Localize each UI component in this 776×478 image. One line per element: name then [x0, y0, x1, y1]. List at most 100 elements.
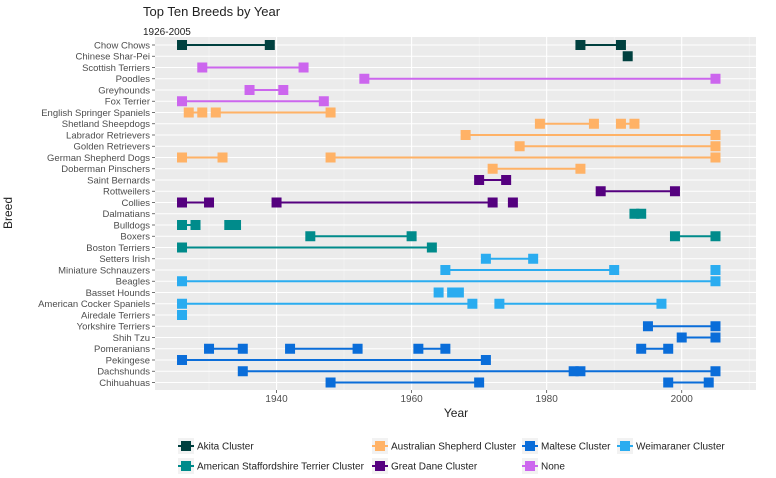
- segment-start-marker: [183, 107, 194, 118]
- segment-start-marker: [575, 366, 586, 377]
- segment-start-marker: [244, 85, 255, 95]
- segment-start-marker: [629, 208, 640, 219]
- segment-start-marker: [494, 298, 505, 309]
- segment-end-marker: [217, 152, 228, 163]
- segment-start-marker: [237, 366, 248, 377]
- legend-key-marker: [375, 441, 385, 451]
- segment-start-marker: [177, 355, 188, 365]
- segment-end-marker: [656, 298, 667, 309]
- segment-end-marker: [568, 366, 579, 377]
- segment-start-marker: [710, 265, 721, 275]
- y-tick-label: Shetland Sheepdogs: [62, 119, 150, 130]
- segment-start-marker: [197, 62, 208, 73]
- segment-start-marker: [636, 343, 647, 354]
- segment-end-marker: [663, 343, 674, 354]
- segment-start-marker: [642, 321, 653, 332]
- segment-start-marker: [474, 175, 485, 185]
- segment-end-marker: [501, 175, 512, 185]
- legend-key-marker: [525, 461, 535, 471]
- y-tick-label: Miniature Schnauzers: [58, 265, 150, 276]
- y-tick-label: Chinese Shar-Pei: [76, 52, 150, 63]
- y-tick-label: Boxers: [120, 232, 150, 243]
- legend-label: None: [541, 462, 565, 473]
- x-tick-label: 1960: [400, 394, 423, 405]
- legend-key-marker: [181, 441, 191, 451]
- segment-start-marker: [305, 231, 316, 242]
- segment-start-marker: [433, 287, 444, 298]
- segment-start-marker: [507, 197, 518, 208]
- segment-end-marker: [710, 366, 721, 377]
- segment-start-marker: [177, 276, 188, 287]
- segment-end-marker: [710, 321, 721, 332]
- x-tick-label: 2000: [671, 394, 694, 405]
- segment-start-marker: [325, 152, 336, 163]
- segment-start-marker: [595, 186, 606, 197]
- segment-start-marker: [177, 220, 188, 230]
- segment-start-marker: [480, 253, 491, 264]
- legend-label: Maltese Cluster: [541, 442, 611, 453]
- segment-start-marker: [575, 40, 586, 50]
- y-tick-label: Boston Terriers: [86, 243, 150, 254]
- segment-start-marker: [534, 118, 545, 129]
- segment-start-marker: [460, 130, 471, 140]
- segment-end-marker: [629, 118, 640, 129]
- segment-end-marker: [406, 231, 417, 242]
- segment-end-marker: [325, 107, 336, 118]
- data-marks: [177, 40, 721, 388]
- segment-end-marker: [710, 152, 721, 163]
- segment-start-marker: [447, 287, 458, 298]
- segment-start-marker: [669, 231, 680, 242]
- segment-end-marker: [710, 73, 721, 84]
- legend: Akita Cluster American Staffordshire Terr…: [178, 438, 725, 474]
- segment-start-marker: [514, 141, 525, 152]
- y-axis-title: Breed: [1, 197, 15, 229]
- legend-key-marker: [620, 441, 630, 451]
- segment-end-marker: [197, 107, 208, 118]
- y-tick-label: Pekingese: [106, 355, 150, 366]
- y-tick-label: Greyhounds: [98, 85, 150, 96]
- segment-end-marker: [487, 197, 498, 208]
- y-tick-label: Airedale Terriers: [81, 310, 150, 321]
- segment-end-marker: [474, 377, 485, 388]
- segment-end-marker: [669, 186, 680, 197]
- legend-key-marker: [525, 441, 535, 451]
- segment-start-marker: [622, 51, 633, 62]
- x-axis-tick-labels: 1940 1960 1980 2000: [265, 390, 693, 405]
- segment-end-marker: [588, 118, 599, 129]
- segment-end-marker: [703, 377, 714, 388]
- y-tick-label: Yorkshire Terriers: [77, 322, 151, 333]
- segment-end-marker: [528, 253, 539, 264]
- x-axis-title: Year: [444, 406, 468, 420]
- segment-start-marker: [177, 310, 188, 320]
- segment-end-marker: [710, 332, 721, 343]
- segment-start-marker: [413, 343, 424, 354]
- y-tick-label: German Shepherd Dogs: [47, 153, 150, 164]
- y-tick-label: Dalmatians: [102, 209, 150, 220]
- segment-end-marker: [264, 40, 275, 50]
- segment-end-marker: [231, 220, 242, 230]
- segment-end-marker: [426, 242, 437, 253]
- segment-end-marker: [636, 208, 647, 219]
- y-tick-label: Poodles: [116, 74, 151, 85]
- segment-start-marker: [177, 197, 188, 208]
- segment-start-marker: [487, 163, 498, 174]
- legend-label: Weimaraner Cluster: [636, 442, 725, 453]
- y-tick-label: Scottish Terriers: [82, 63, 150, 74]
- x-tick-label: 1980: [536, 394, 559, 405]
- chart-title: Top Ten Breeds by Year: [143, 4, 281, 19]
- y-tick-label: Basset Hounds: [86, 288, 151, 299]
- segment-end-marker: [352, 343, 363, 354]
- segment-end-marker: [480, 355, 491, 365]
- segment-start-marker: [615, 118, 626, 129]
- y-tick-label: Rottweilers: [103, 187, 150, 198]
- segment-end-marker: [453, 287, 464, 298]
- y-tick-label: Fox Terrier: [105, 97, 150, 108]
- legend-label: Akita Cluster: [197, 442, 254, 453]
- segment-end-marker: [440, 343, 451, 354]
- chart-subtitle: 1926-2005: [143, 27, 191, 38]
- legend-key-marker: [375, 461, 385, 471]
- segment-start-marker: [359, 73, 370, 84]
- segment-start-marker: [204, 343, 215, 354]
- y-tick-label: Bulldogs: [114, 220, 151, 231]
